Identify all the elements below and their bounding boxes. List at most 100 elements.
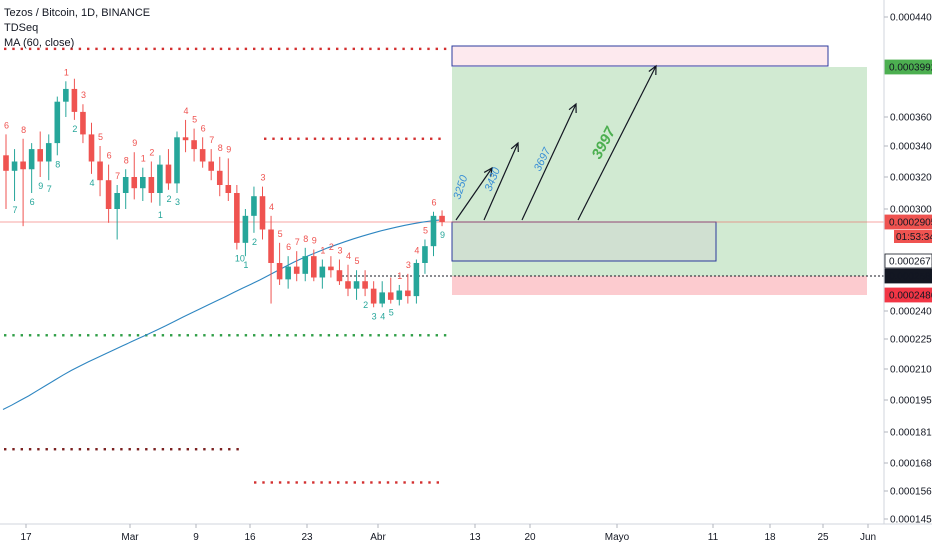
range-rectangle[interactable] [451, 221, 717, 262]
td-level-dot [62, 334, 65, 337]
indicator-tdseq[interactable]: TDSeq [4, 22, 39, 34]
candle-body[interactable] [20, 161, 26, 170]
candle-body[interactable] [439, 215, 445, 222]
td-level-dot [411, 481, 415, 484]
candle-body[interactable] [3, 155, 9, 171]
candle-body[interactable] [105, 180, 112, 209]
candle-body[interactable] [140, 177, 146, 189]
indicator-ma[interactable]: MA (60, close) [4, 37, 75, 49]
candle-body[interactable] [165, 164, 172, 184]
price-label-text: 0.0002486 [889, 291, 932, 302]
candle-body[interactable] [216, 170, 223, 185]
ma-60-line[interactable] [2, 219, 440, 410]
candle-body[interactable] [370, 288, 377, 304]
td-level-dot [37, 448, 40, 451]
candle-body[interactable] [345, 281, 351, 289]
candle-body[interactable] [199, 149, 206, 162]
td-count-label: 3 [81, 90, 86, 100]
candle-body[interactable] [225, 185, 232, 193]
price-label-box[interactable] [884, 214, 932, 230]
candle-body[interactable] [71, 88, 78, 112]
candle-body[interactable] [45, 143, 52, 162]
stop-loss-zone[interactable] [452, 276, 867, 295]
candle-body[interactable] [302, 256, 309, 274]
price-label-box[interactable] [884, 253, 932, 269]
candle-body[interactable] [379, 292, 385, 304]
candle-body[interactable] [157, 164, 163, 193]
time-tick-label: Abr [370, 532, 386, 543]
time-tick-label: 9 [193, 532, 199, 543]
candle-body[interactable] [413, 262, 420, 297]
td-level-dot [28, 47, 32, 51]
target-rectangle[interactable] [451, 45, 829, 67]
td-level-dot [95, 334, 98, 337]
candle-body[interactable] [422, 246, 428, 263]
candle-body[interactable] [259, 196, 266, 230]
td-level-dot [330, 137, 333, 140]
candle-body[interactable] [362, 281, 368, 289]
target-arrow[interactable] [577, 65, 657, 221]
candle-body[interactable] [11, 161, 18, 171]
td-level-dot [420, 481, 423, 484]
price-label-box[interactable] [884, 59, 932, 75]
symbol-title[interactable]: Tezos / Bitcoin, 1D, BINANCE [4, 7, 151, 19]
td-level-dot [128, 47, 131, 51]
td-level-dot [297, 137, 300, 140]
td-level-dot [161, 448, 165, 451]
candle-body[interactable] [28, 149, 35, 170]
candle-body[interactable] [54, 101, 61, 144]
td-level-dot [236, 334, 239, 337]
candle-body[interactable] [353, 281, 360, 289]
td-level-dot [322, 137, 325, 140]
candle-body[interactable] [285, 266, 291, 280]
td-count-label: 6 [30, 197, 35, 207]
candle-body[interactable] [293, 266, 300, 274]
candle-body[interactable] [251, 196, 257, 216]
candle-body[interactable] [148, 177, 155, 193]
candle-body[interactable] [319, 266, 326, 278]
candle-body[interactable] [242, 215, 249, 243]
candle-body[interactable] [63, 88, 69, 102]
td-count-label: 7 [13, 205, 18, 215]
candle-body[interactable] [430, 215, 437, 247]
target-arrow[interactable] [521, 103, 577, 221]
candle-body[interactable] [208, 161, 214, 171]
candle-body[interactable] [336, 270, 343, 282]
td-count-label: 9 [226, 144, 231, 154]
td-level-dot [320, 481, 323, 484]
candle-body[interactable] [97, 161, 103, 181]
target-arrow[interactable] [455, 167, 493, 221]
td-count-label: 4 [414, 246, 419, 256]
td-level-dot [194, 47, 198, 51]
td-level-dot [20, 47, 23, 51]
price-label-box[interactable] [884, 287, 932, 303]
candle-body[interactable] [405, 290, 411, 297]
candle-body[interactable] [88, 134, 95, 162]
td-count-label: 4 [90, 178, 95, 188]
candle-body[interactable] [234, 193, 240, 243]
candle-body[interactable] [328, 266, 334, 271]
td-level-dot [161, 334, 165, 337]
price-label-box[interactable] [884, 268, 932, 284]
candle-body[interactable] [174, 137, 180, 184]
candle-body[interactable] [311, 256, 317, 278]
td-level-dot [328, 481, 332, 484]
candle-body[interactable] [191, 140, 197, 150]
candle-body[interactable] [387, 292, 394, 300]
candle-body[interactable] [396, 290, 403, 300]
candle-body[interactable] [37, 149, 43, 162]
candle-body[interactable] [80, 111, 86, 135]
target-arrow[interactable] [483, 142, 519, 221]
candle-body[interactable] [114, 193, 120, 209]
candle-body[interactable] [131, 177, 138, 189]
candle-body[interactable] [182, 137, 189, 141]
td-level-dot [280, 137, 283, 140]
td-level-dot [4, 47, 7, 51]
candle-body[interactable] [122, 177, 129, 193]
candle-body[interactable] [276, 262, 283, 280]
td-level-dot [337, 481, 340, 484]
candle-body[interactable] [268, 229, 274, 263]
